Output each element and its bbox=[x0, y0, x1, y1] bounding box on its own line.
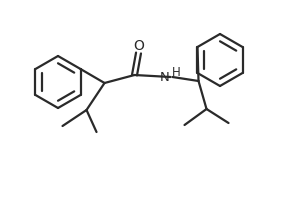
Text: O: O bbox=[133, 39, 144, 53]
Text: N: N bbox=[160, 70, 170, 84]
Text: H: H bbox=[172, 66, 181, 78]
